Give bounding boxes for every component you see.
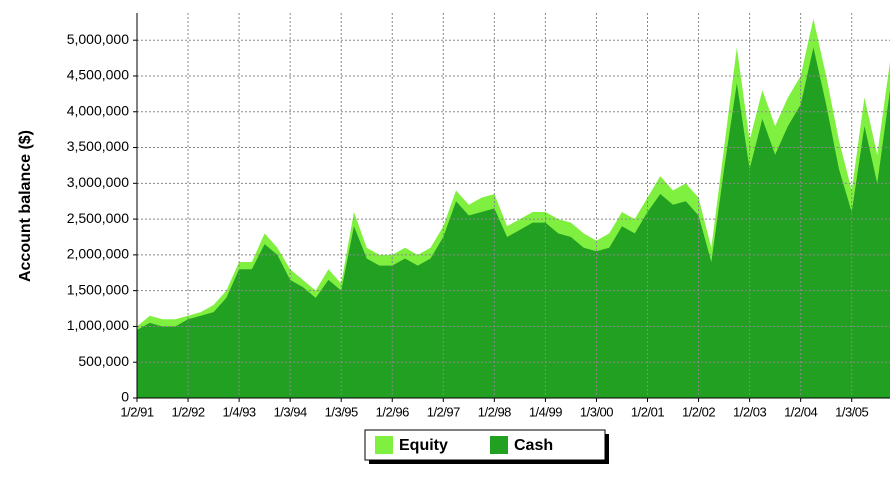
y-tick-label: 1,500,000 xyxy=(67,281,129,297)
y-tick-label: 3,000,000 xyxy=(67,174,129,190)
x-tick-label: 1/2/97 xyxy=(427,404,460,419)
legend-swatch xyxy=(375,436,393,454)
x-tick-label: 1/2/96 xyxy=(376,404,409,419)
y-tick-label: 2,000,000 xyxy=(67,246,129,262)
x-tick-label: 1/2/03 xyxy=(733,404,766,419)
y-tick-label: 500,000 xyxy=(78,353,129,369)
x-tick-label: 1/2/98 xyxy=(478,404,511,419)
x-tick-label: 1/2/02 xyxy=(682,404,715,419)
y-tick-label: 0 xyxy=(121,389,129,405)
y-axis-label: Account balance ($) xyxy=(17,130,34,282)
legend xyxy=(364,429,606,461)
x-tick-label: 1/3/05 xyxy=(835,404,868,419)
x-tick-label: 1/4/99 xyxy=(529,404,562,419)
x-tick-label: 1/2/01 xyxy=(631,404,664,419)
legend-label: Cash xyxy=(514,437,553,454)
x-tick-label: 1/2/91 xyxy=(120,404,153,419)
y-tick-label: 2,500,000 xyxy=(67,210,129,226)
x-tick-label: 1/3/00 xyxy=(580,404,613,419)
y-tick-label: 1,000,000 xyxy=(67,317,129,333)
x-tick-label: 1/3/95 xyxy=(325,404,358,419)
y-tick-label: 4,000,000 xyxy=(67,102,129,118)
x-tick-label: 1/3/94 xyxy=(274,404,307,419)
y-tick-label: 3,500,000 xyxy=(67,138,129,154)
legend-swatch xyxy=(490,436,508,454)
x-tick-label: 1/2/92 xyxy=(171,404,204,419)
y-tick-label: 4,500,000 xyxy=(67,67,129,83)
x-tick-label: 1/2/04 xyxy=(784,404,817,419)
area xyxy=(137,47,890,399)
legend-label: Equity xyxy=(399,437,448,454)
x-tick-label: 1/4/93 xyxy=(223,404,256,419)
y-tick-label: 5,000,000 xyxy=(67,31,129,47)
